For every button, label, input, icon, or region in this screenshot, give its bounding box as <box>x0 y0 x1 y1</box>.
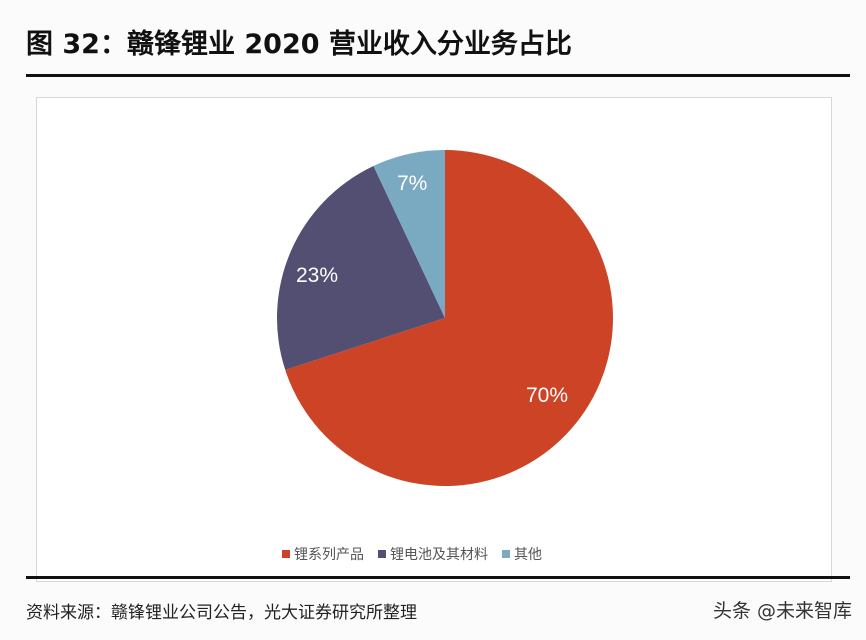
legend-label: 其他 <box>514 547 542 563</box>
top-divider <box>26 74 850 77</box>
legend-label: 锂电池及其材料 <box>390 547 488 563</box>
legend-swatch <box>282 550 290 558</box>
slice-label-other: 7% <box>397 172 427 195</box>
slice-lithium-products <box>285 150 614 486</box>
legend-swatch <box>378 550 386 558</box>
legend-item-batteries: 锂电池及其材料 <box>378 544 488 564</box>
watermark: 头条 @未来智库 <box>712 600 852 622</box>
chart-legend: 锂系列产品 锂电池及其材料 其他 <box>282 544 542 564</box>
slice-label-lithium-products: 70% <box>526 384 568 407</box>
slice-batteries <box>277 165 445 370</box>
legend-item-lithium-products: 锂系列产品 <box>282 544 364 564</box>
legend-swatch <box>502 550 510 558</box>
slice-other <box>373 150 445 318</box>
page-title: 图 32：赣锋锂业 2020 营业收入分业务占比 <box>26 29 572 60</box>
legend-item-other: 其他 <box>502 544 542 564</box>
slice-label-batteries: 23% <box>296 264 338 287</box>
source-note: 资料来源：赣锋锂业公司公告，光大证券研究所整理 <box>26 603 417 623</box>
legend-label: 锂系列产品 <box>294 547 364 563</box>
bottom-divider <box>26 576 850 579</box>
